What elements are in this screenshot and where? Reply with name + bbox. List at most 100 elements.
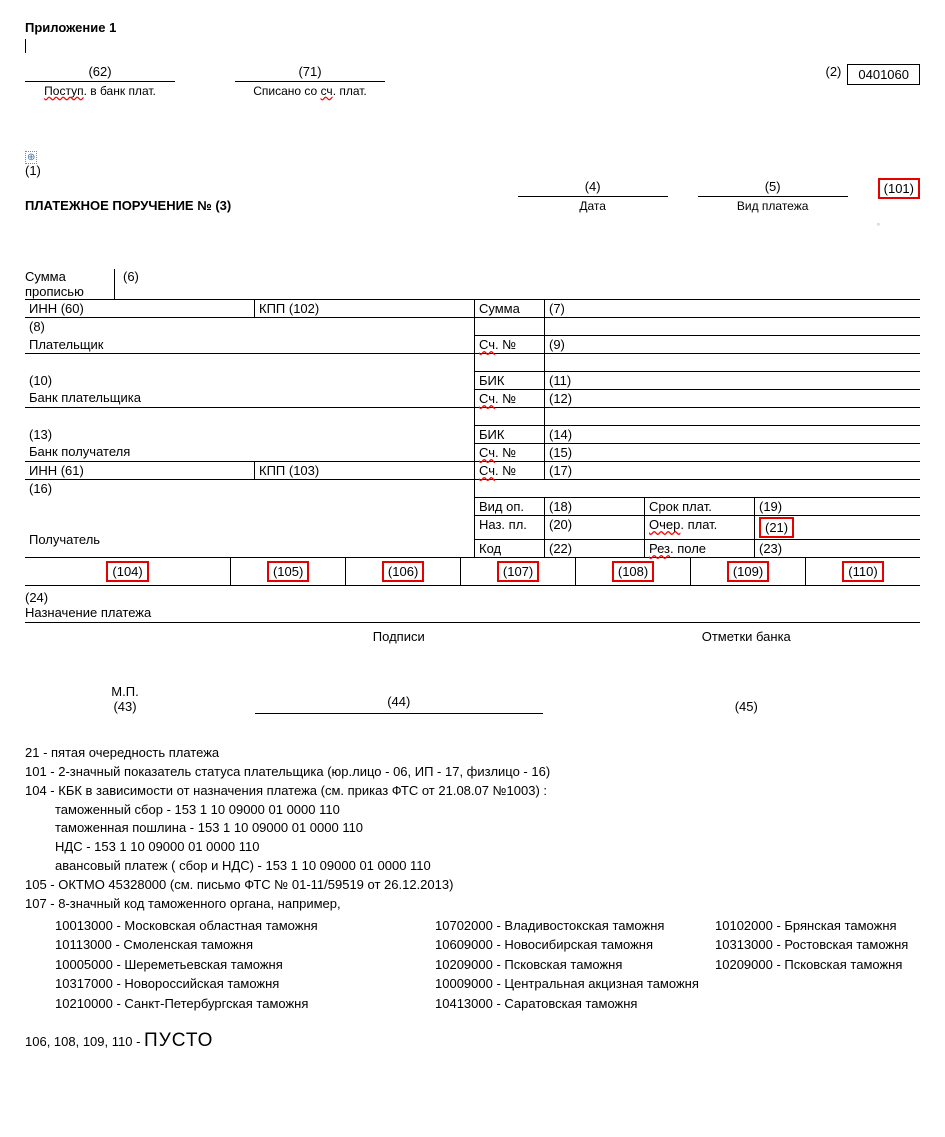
field-45: (45): [573, 699, 921, 714]
customs-item: 10702000 - Владивостокская таможня: [435, 916, 715, 936]
customs-item: 10209000 - Псковская таможня: [715, 955, 920, 975]
field-62: (62) Поступ. в банк плат.: [25, 64, 175, 98]
customs-item: 10609000 - Новосибирская таможня: [435, 935, 715, 955]
note-104c: НДС - 153 1 10 09000 01 0000 110: [55, 838, 920, 857]
customs-item: 10413000 - Саратовская таможня: [435, 994, 715, 1014]
field-24: (24): [25, 590, 920, 605]
bank-marks-label: Отметки банка: [573, 629, 921, 644]
notes-section: 21 - пятая очередность платежа 101 - 2-з…: [25, 744, 920, 1055]
srok-label: Срок плат.: [645, 498, 755, 516]
field-108: (108): [576, 558, 691, 585]
field-101: (101): [878, 178, 920, 199]
mp-label: М.П.: [25, 684, 225, 699]
field-17: (17): [545, 462, 576, 479]
note-101: 101 - 2-значный показатель статуса плате…: [25, 763, 920, 782]
note-104b: таможенная пошлина - 153 1 10 09000 01 0…: [55, 819, 920, 838]
field-62-label: Поступ. в банк плат.: [25, 84, 175, 98]
field-22: (22): [545, 540, 645, 557]
top-fields-row: (62) Поступ. в банк плат. (71) Списано с…: [25, 64, 920, 98]
field-110: (110): [806, 558, 920, 585]
field-71: (71) Списано со сч. плат.: [235, 64, 385, 98]
inn-60: ИНН (60): [25, 300, 255, 317]
note-105: 105 - ОКТМО 45328000 (см. письмо ФТС № 0…: [25, 876, 920, 895]
field-7: (7): [545, 300, 569, 317]
field-43: (43): [25, 699, 225, 714]
customs-item: 10005000 - Шереметьевская таможня: [55, 955, 435, 975]
field-105: (105): [231, 558, 346, 585]
field-19: (19): [755, 498, 920, 516]
note-107: 107 - 8-значный код таможенного органа, …: [25, 895, 920, 914]
field-2-num: (2): [825, 64, 841, 79]
field-10: (10): [25, 372, 474, 389]
nazpl-label: Наз. пл.: [475, 516, 545, 540]
form-code: 0401060: [847, 64, 920, 85]
pp-title-row: ПЛАТЕЖНОЕ ПОРУЧЕНИЕ № (3) (4) Дата (5) В…: [25, 178, 920, 213]
bik-14-label: БИК: [475, 426, 545, 443]
field-12: (12): [545, 390, 920, 407]
field-21: (21): [755, 516, 920, 540]
field-14: (14): [545, 426, 920, 443]
customs-item: 10313000 - Ростовская таможня: [715, 935, 920, 955]
op-grid: Вид оп. (18) Срок плат. (19) Наз. пл. (2…: [475, 480, 920, 557]
customs-list: 10013000 - Московская областная таможня1…: [55, 916, 920, 1014]
field-1-num: (1): [25, 163, 920, 178]
field-8: (8): [25, 318, 474, 336]
customs-item: 10210000 - Санкт-Петербургская таможня: [55, 994, 435, 1014]
code-box-wrap: (2) 0401060: [825, 64, 920, 98]
customs-item: 10009000 - Центральная акцизная таможня: [435, 974, 715, 994]
note-104a: таможенный сбор - 153 1 10 09000 01 0000…: [55, 801, 920, 820]
sch-15-label: Сч. №: [475, 444, 545, 461]
field-71-num: (71): [235, 64, 385, 82]
field-15: (15): [545, 444, 920, 461]
field-44: (44): [225, 694, 573, 709]
inn-61: ИНН (61): [25, 462, 255, 479]
section-end-marker: ◦: [25, 219, 880, 229]
note-104d: авансовый платеж ( сбор и НДС) - 153 1 1…: [55, 857, 920, 876]
customs-item: 10102000 - Брянская таможня: [715, 916, 920, 936]
signatures-label: Подписи: [225, 629, 573, 644]
budget-fields-strip: (104) (105) (106) (107) (108) (109) (110…: [25, 558, 920, 586]
text-cursor: [25, 39, 26, 53]
field-11: (11): [545, 372, 920, 389]
customs-item: [715, 974, 920, 994]
recv-bank-label: Банк получателя: [25, 443, 474, 460]
appendix-title: Приложение 1: [25, 20, 920, 35]
field-18: (18): [545, 498, 645, 516]
summa-label: Сумма: [475, 300, 545, 317]
kod-label: Код: [475, 540, 545, 557]
field-9: (9): [545, 336, 920, 353]
field-5: (5) Вид платежа: [698, 179, 848, 213]
customs-item: 10209000 - Псковская таможня: [435, 955, 715, 975]
kpp-103: КПП (103): [255, 462, 475, 479]
sch-9-label: Сч. №: [475, 336, 545, 353]
payer-bank-label: Банк плательщика: [25, 389, 474, 406]
customs-item: 10113000 - Смоленская таможня: [55, 935, 435, 955]
payer-label: Плательщик: [25, 336, 474, 353]
field-107: (107): [461, 558, 576, 585]
field-13: (13): [25, 426, 474, 443]
kpp-102: КПП (102): [255, 300, 475, 317]
field-71-label: Списано со сч. плат.: [235, 84, 385, 98]
receiver-label: Получатель: [29, 532, 100, 547]
customs-item: 10317000 - Новороссийская таможня: [55, 974, 435, 994]
field-104: (104): [25, 558, 231, 585]
bik-label: БИК: [475, 372, 545, 389]
note-104: 104 - КБК в зависимости от назначения пл…: [25, 782, 920, 801]
empty-fields-note: 106, 108, 109, 110 - ПУСТО: [25, 1027, 920, 1055]
field-23: (23): [755, 540, 920, 557]
customs-item: 10013000 - Московская областная таможня: [55, 916, 435, 936]
field-4: (4) Дата: [518, 179, 668, 213]
field-109: (109): [691, 558, 806, 585]
field-6: (6): [115, 269, 920, 299]
customs-item: [715, 994, 920, 1014]
purpose-label: Назначение платежа: [25, 605, 920, 623]
pp-title: ПЛАТЕЖНОЕ ПОРУЧЕНИЕ № (3): [25, 198, 231, 213]
field-106: (106): [346, 558, 461, 585]
ocher-label: Очер. плат.: [645, 516, 755, 540]
sum-words-label: Сумма прописью: [25, 269, 115, 299]
rez-label: Рез. поле: [645, 540, 755, 557]
payment-form: Сумма прописью (6) ИНН (60) КПП (102) Су…: [25, 269, 920, 714]
sch-17-label: Сч. №: [475, 462, 545, 479]
note-21: 21 - пятая очередность платежа: [25, 744, 920, 763]
field-16: (16): [29, 481, 52, 496]
